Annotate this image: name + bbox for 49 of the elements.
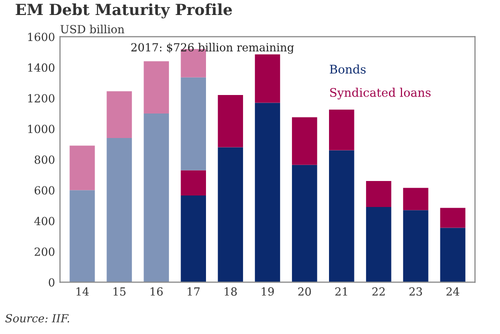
bar bbox=[403, 188, 428, 210]
x-tick-label: 21 bbox=[335, 287, 348, 296]
bar bbox=[106, 91, 132, 138]
bar bbox=[366, 207, 392, 282]
bar bbox=[144, 61, 169, 114]
y-tick-label: 1200 bbox=[28, 94, 54, 102]
bar bbox=[70, 190, 95, 282]
bar bbox=[292, 117, 318, 165]
bar bbox=[329, 150, 354, 282]
series-label: Syndicated loans bbox=[330, 88, 431, 100]
bar bbox=[440, 208, 466, 228]
bar bbox=[144, 113, 169, 282]
x-tick-label: 24 bbox=[446, 287, 460, 296]
y-tick-label: 1400 bbox=[28, 63, 54, 72]
bar bbox=[218, 147, 244, 282]
x-tick-label: 22 bbox=[372, 287, 385, 296]
bar bbox=[180, 77, 206, 170]
x-tick-label: 15 bbox=[114, 287, 126, 296]
bar bbox=[292, 164, 318, 282]
bar bbox=[329, 110, 354, 150]
text: Bonds bbox=[330, 64, 366, 74]
y-tick-label: 0 bbox=[48, 278, 54, 287]
x-tick-label: 14 bbox=[76, 287, 89, 296]
bar bbox=[254, 102, 280, 282]
chart-title: EM Debt Maturity Profile bbox=[16, 3, 232, 18]
x-tick-label: 18 bbox=[224, 287, 237, 296]
y-tick-label: 600 bbox=[34, 186, 54, 195]
bar bbox=[403, 210, 428, 282]
source-note: Source: IIF. bbox=[5, 314, 70, 322]
y-tick-label: 400 bbox=[34, 216, 54, 226]
bar bbox=[180, 196, 206, 282]
y-tick-label: 800 bbox=[34, 155, 54, 164]
bar bbox=[218, 95, 244, 148]
bar bbox=[180, 170, 206, 196]
annotation: 2017: $726 billion remaining bbox=[131, 42, 294, 54]
x-tick-label: 17 bbox=[188, 287, 200, 296]
y-axis-title: USD billion bbox=[60, 24, 124, 34]
x-tick-label: 23 bbox=[409, 287, 422, 296]
x-tick-label: 16 bbox=[150, 287, 163, 296]
bar bbox=[70, 146, 95, 190]
x-tick-label: 19 bbox=[262, 287, 274, 296]
bar bbox=[106, 138, 132, 282]
y-tick-label: 200 bbox=[34, 248, 54, 256]
y-tick-label: 1000 bbox=[28, 124, 54, 134]
bar bbox=[440, 228, 466, 282]
bar bbox=[366, 180, 392, 208]
x-tick-label: 20 bbox=[298, 287, 311, 296]
bar bbox=[254, 54, 280, 103]
y-tick-label: 1600 bbox=[28, 32, 54, 42]
